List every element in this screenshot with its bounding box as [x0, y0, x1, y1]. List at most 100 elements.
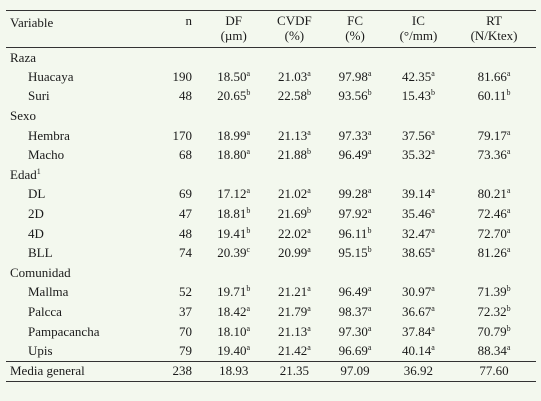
- cell-n: 190: [172, 68, 193, 84]
- cell-n: 170: [172, 127, 193, 143]
- group-label: Edad1: [6, 165, 536, 185]
- cell-df: 18.10a: [204, 322, 263, 342]
- cell-cvdf-letter: b: [307, 206, 311, 216]
- cell-fc-value: 95.15: [338, 245, 368, 261]
- cell-ic-letter: a: [431, 186, 435, 196]
- cell-cvdf-letter: a: [307, 284, 311, 294]
- cell-ic-value: 15.43: [401, 88, 432, 104]
- cell-ic-letter: a: [431, 127, 435, 137]
- cell-cvdf: 22.58b: [263, 87, 325, 107]
- cell-rt: 80.21a: [452, 185, 536, 205]
- cell-cvdf: 20.99a: [263, 243, 325, 263]
- cell-cvdf-value: 21.21: [277, 284, 308, 300]
- group-label: Comunidad: [6, 263, 536, 283]
- header-rt: RT (N/Ktex): [470, 13, 518, 43]
- cell-fc-value: 97.30: [338, 323, 368, 339]
- cell-df-value: 18.50: [217, 68, 247, 84]
- row-label: 2D: [28, 206, 44, 222]
- cell-fc-value: 97.98: [338, 68, 368, 84]
- table-row: Upis 79 19.40a 21.42a 96.69a 40.14a 88.34a: [6, 341, 536, 361]
- table-row: BLL 74 20.39c 20.99a 95.15b 38.65a 81.26a: [6, 243, 536, 263]
- cell-rt-letter: a: [506, 147, 511, 157]
- cell-df-letter: a: [246, 304, 251, 314]
- group-label-text: Edad: [10, 166, 37, 182]
- cell-n: 52: [179, 284, 192, 300]
- cell-fc-letter: a: [367, 304, 372, 314]
- footer-df: 18.93: [219, 363, 249, 378]
- table-row: Pampacancha 70 18.10a 21.13a 97.30a 37.84a 70.…: [6, 322, 536, 342]
- cell-fc: 97.33a: [325, 126, 384, 146]
- cell-rt-value: 80.21: [477, 186, 507, 202]
- table-body: Raza Huacaya 190 18.50a 21.03a 97.98a 42.35a 81…: [6, 48, 536, 362]
- cell-df-value: 18.80: [217, 147, 247, 163]
- cell-cvdf-letter: a: [307, 304, 311, 314]
- row-label: Macho: [28, 147, 65, 163]
- cell-rt-value: 72.70: [477, 225, 507, 241]
- cell-rt-letter: a: [506, 342, 511, 352]
- footer-ic: 36.92: [403, 363, 434, 378]
- cell-rt-letter: b: [506, 284, 511, 294]
- header-ic: IC (°/mm): [399, 13, 438, 43]
- cell-df-letter: a: [246, 147, 251, 157]
- cell-fc: 97.98a: [325, 67, 384, 87]
- cell-fc: 97.92a: [325, 204, 384, 224]
- cell-cvdf: 21.21a: [263, 283, 325, 303]
- cell-ic: 30.97a: [385, 283, 452, 303]
- cell-fc-letter: a: [367, 284, 372, 294]
- cell-rt: 81.66a: [452, 67, 536, 87]
- cell-rt-letter: b: [506, 304, 511, 314]
- footer-cvdf: 21.35: [279, 363, 309, 378]
- cell-ic: 37.84a: [385, 322, 452, 342]
- cell-rt: 81.26a: [452, 243, 536, 263]
- cell-fc-letter: a: [367, 127, 372, 137]
- cell-df-letter: b: [246, 206, 251, 216]
- cell-rt-letter: b: [506, 88, 511, 98]
- cell-ic: 32.47a: [385, 224, 452, 244]
- cell-rt-letter: a: [506, 206, 511, 216]
- row-label: Mallma: [28, 284, 69, 300]
- cell-rt-value: 73.36: [477, 147, 507, 163]
- cell-ic-letter: a: [431, 206, 435, 216]
- cell-n: 79: [179, 342, 192, 358]
- table-row: Palcca 37 18.42a 21.79a 98.37a 36.67a 72.32b: [6, 302, 536, 322]
- cell-rt-letter: a: [506, 127, 511, 137]
- cell-rt: 71.39b: [452, 283, 536, 303]
- cell-fc: 93.56b: [325, 87, 384, 107]
- group-label-footnote: 1: [36, 166, 41, 176]
- cell-cvdf-letter: a: [307, 245, 311, 255]
- cell-df-value: 20.65: [217, 88, 247, 104]
- cell-fc: 96.11b: [325, 224, 384, 244]
- cell-df-letter: b: [246, 225, 251, 235]
- cell-df: 18.80a: [204, 145, 263, 165]
- cell-df: 19.40a: [204, 341, 263, 361]
- cell-cvdf-value: 21.69: [277, 206, 307, 222]
- cell-cvdf: 21.69b: [263, 204, 325, 224]
- cell-cvdf: 22.02a: [263, 224, 325, 244]
- row-label: Hembra: [28, 127, 70, 143]
- cell-ic-letter: a: [431, 68, 435, 78]
- cell-ic: 37.56a: [385, 126, 452, 146]
- cell-fc-letter: a: [367, 147, 372, 157]
- cell-rt: 73.36a: [452, 145, 536, 165]
- cell-n: 37: [179, 304, 192, 320]
- cell-ic-value: 40.14: [402, 342, 432, 358]
- table-header: Variable n DF (µm) CVDF (%) FC (%) IC (°/mm)…: [6, 10, 536, 48]
- cell-df-letter: a: [246, 342, 251, 352]
- cell-rt-value: 60.11: [477, 88, 507, 104]
- cell-rt-value: 72.46: [477, 206, 507, 222]
- cell-n: 69: [179, 186, 192, 202]
- cell-ic: 42.35a: [385, 67, 452, 87]
- cell-df-value: 18.10: [217, 323, 247, 339]
- cell-cvdf: 21.79a: [263, 302, 325, 322]
- cell-ic-value: 36.67: [402, 304, 432, 320]
- cell-n: 68: [179, 147, 192, 163]
- cell-fc-letter: a: [367, 186, 372, 196]
- cell-rt: 72.46a: [452, 204, 536, 224]
- cell-fc-letter: a: [367, 68, 372, 78]
- cell-cvdf-value: 21.03: [277, 68, 308, 84]
- cell-fc-value: 99.28: [338, 186, 368, 202]
- cell-cvdf-value: 22.02: [277, 225, 308, 241]
- cell-ic: 15.43b: [385, 87, 452, 107]
- cell-cvdf-letter: a: [307, 186, 311, 196]
